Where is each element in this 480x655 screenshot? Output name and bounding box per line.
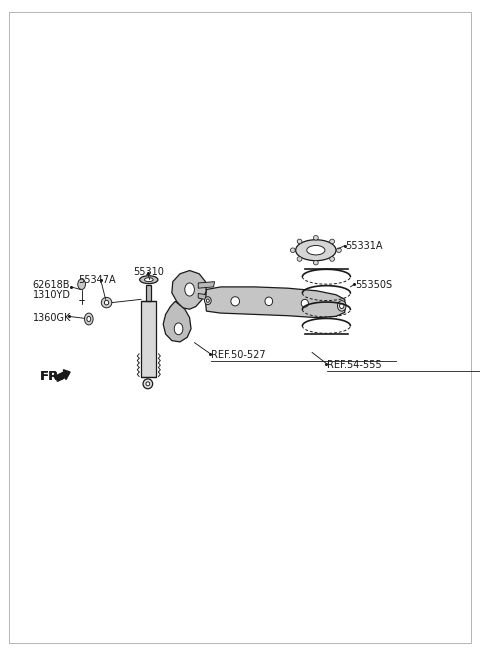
Ellipse shape: [204, 297, 211, 305]
Text: REF.50-527: REF.50-527: [211, 350, 266, 360]
Circle shape: [87, 316, 91, 322]
FancyArrow shape: [56, 370, 70, 381]
Polygon shape: [146, 285, 151, 301]
Ellipse shape: [301, 299, 309, 307]
Polygon shape: [198, 293, 215, 301]
Ellipse shape: [144, 278, 153, 282]
Ellipse shape: [297, 257, 302, 261]
Ellipse shape: [337, 301, 346, 311]
Circle shape: [185, 283, 194, 296]
Text: 1310YD: 1310YD: [33, 290, 71, 300]
Ellipse shape: [330, 257, 335, 261]
Polygon shape: [172, 271, 206, 309]
Circle shape: [78, 279, 85, 290]
Ellipse shape: [307, 246, 325, 255]
Ellipse shape: [143, 379, 153, 389]
Circle shape: [84, 313, 93, 325]
Ellipse shape: [265, 297, 273, 305]
Polygon shape: [163, 301, 191, 342]
Text: 1360GK: 1360GK: [33, 312, 71, 323]
Text: 55350S: 55350S: [355, 280, 392, 290]
Ellipse shape: [297, 239, 302, 244]
Text: 55310: 55310: [133, 267, 164, 277]
Polygon shape: [141, 301, 156, 377]
Ellipse shape: [105, 300, 109, 305]
Text: 55347A: 55347A: [78, 274, 115, 285]
Text: 55331A: 55331A: [346, 240, 383, 251]
Ellipse shape: [140, 276, 158, 284]
Circle shape: [174, 323, 183, 335]
Ellipse shape: [336, 248, 341, 252]
Ellipse shape: [290, 248, 295, 252]
Polygon shape: [198, 282, 215, 288]
Text: FR.: FR.: [39, 370, 64, 383]
Polygon shape: [205, 287, 346, 318]
Ellipse shape: [313, 260, 318, 265]
Ellipse shape: [313, 235, 318, 240]
Text: REF.54-555: REF.54-555: [327, 360, 382, 370]
Ellipse shape: [339, 303, 344, 309]
Ellipse shape: [330, 239, 335, 244]
Text: FR.: FR.: [39, 370, 64, 383]
Ellipse shape: [206, 299, 209, 303]
Ellipse shape: [101, 297, 112, 308]
Ellipse shape: [231, 297, 240, 306]
Ellipse shape: [296, 240, 336, 261]
Ellipse shape: [146, 382, 150, 386]
Text: 62618B: 62618B: [33, 280, 70, 290]
